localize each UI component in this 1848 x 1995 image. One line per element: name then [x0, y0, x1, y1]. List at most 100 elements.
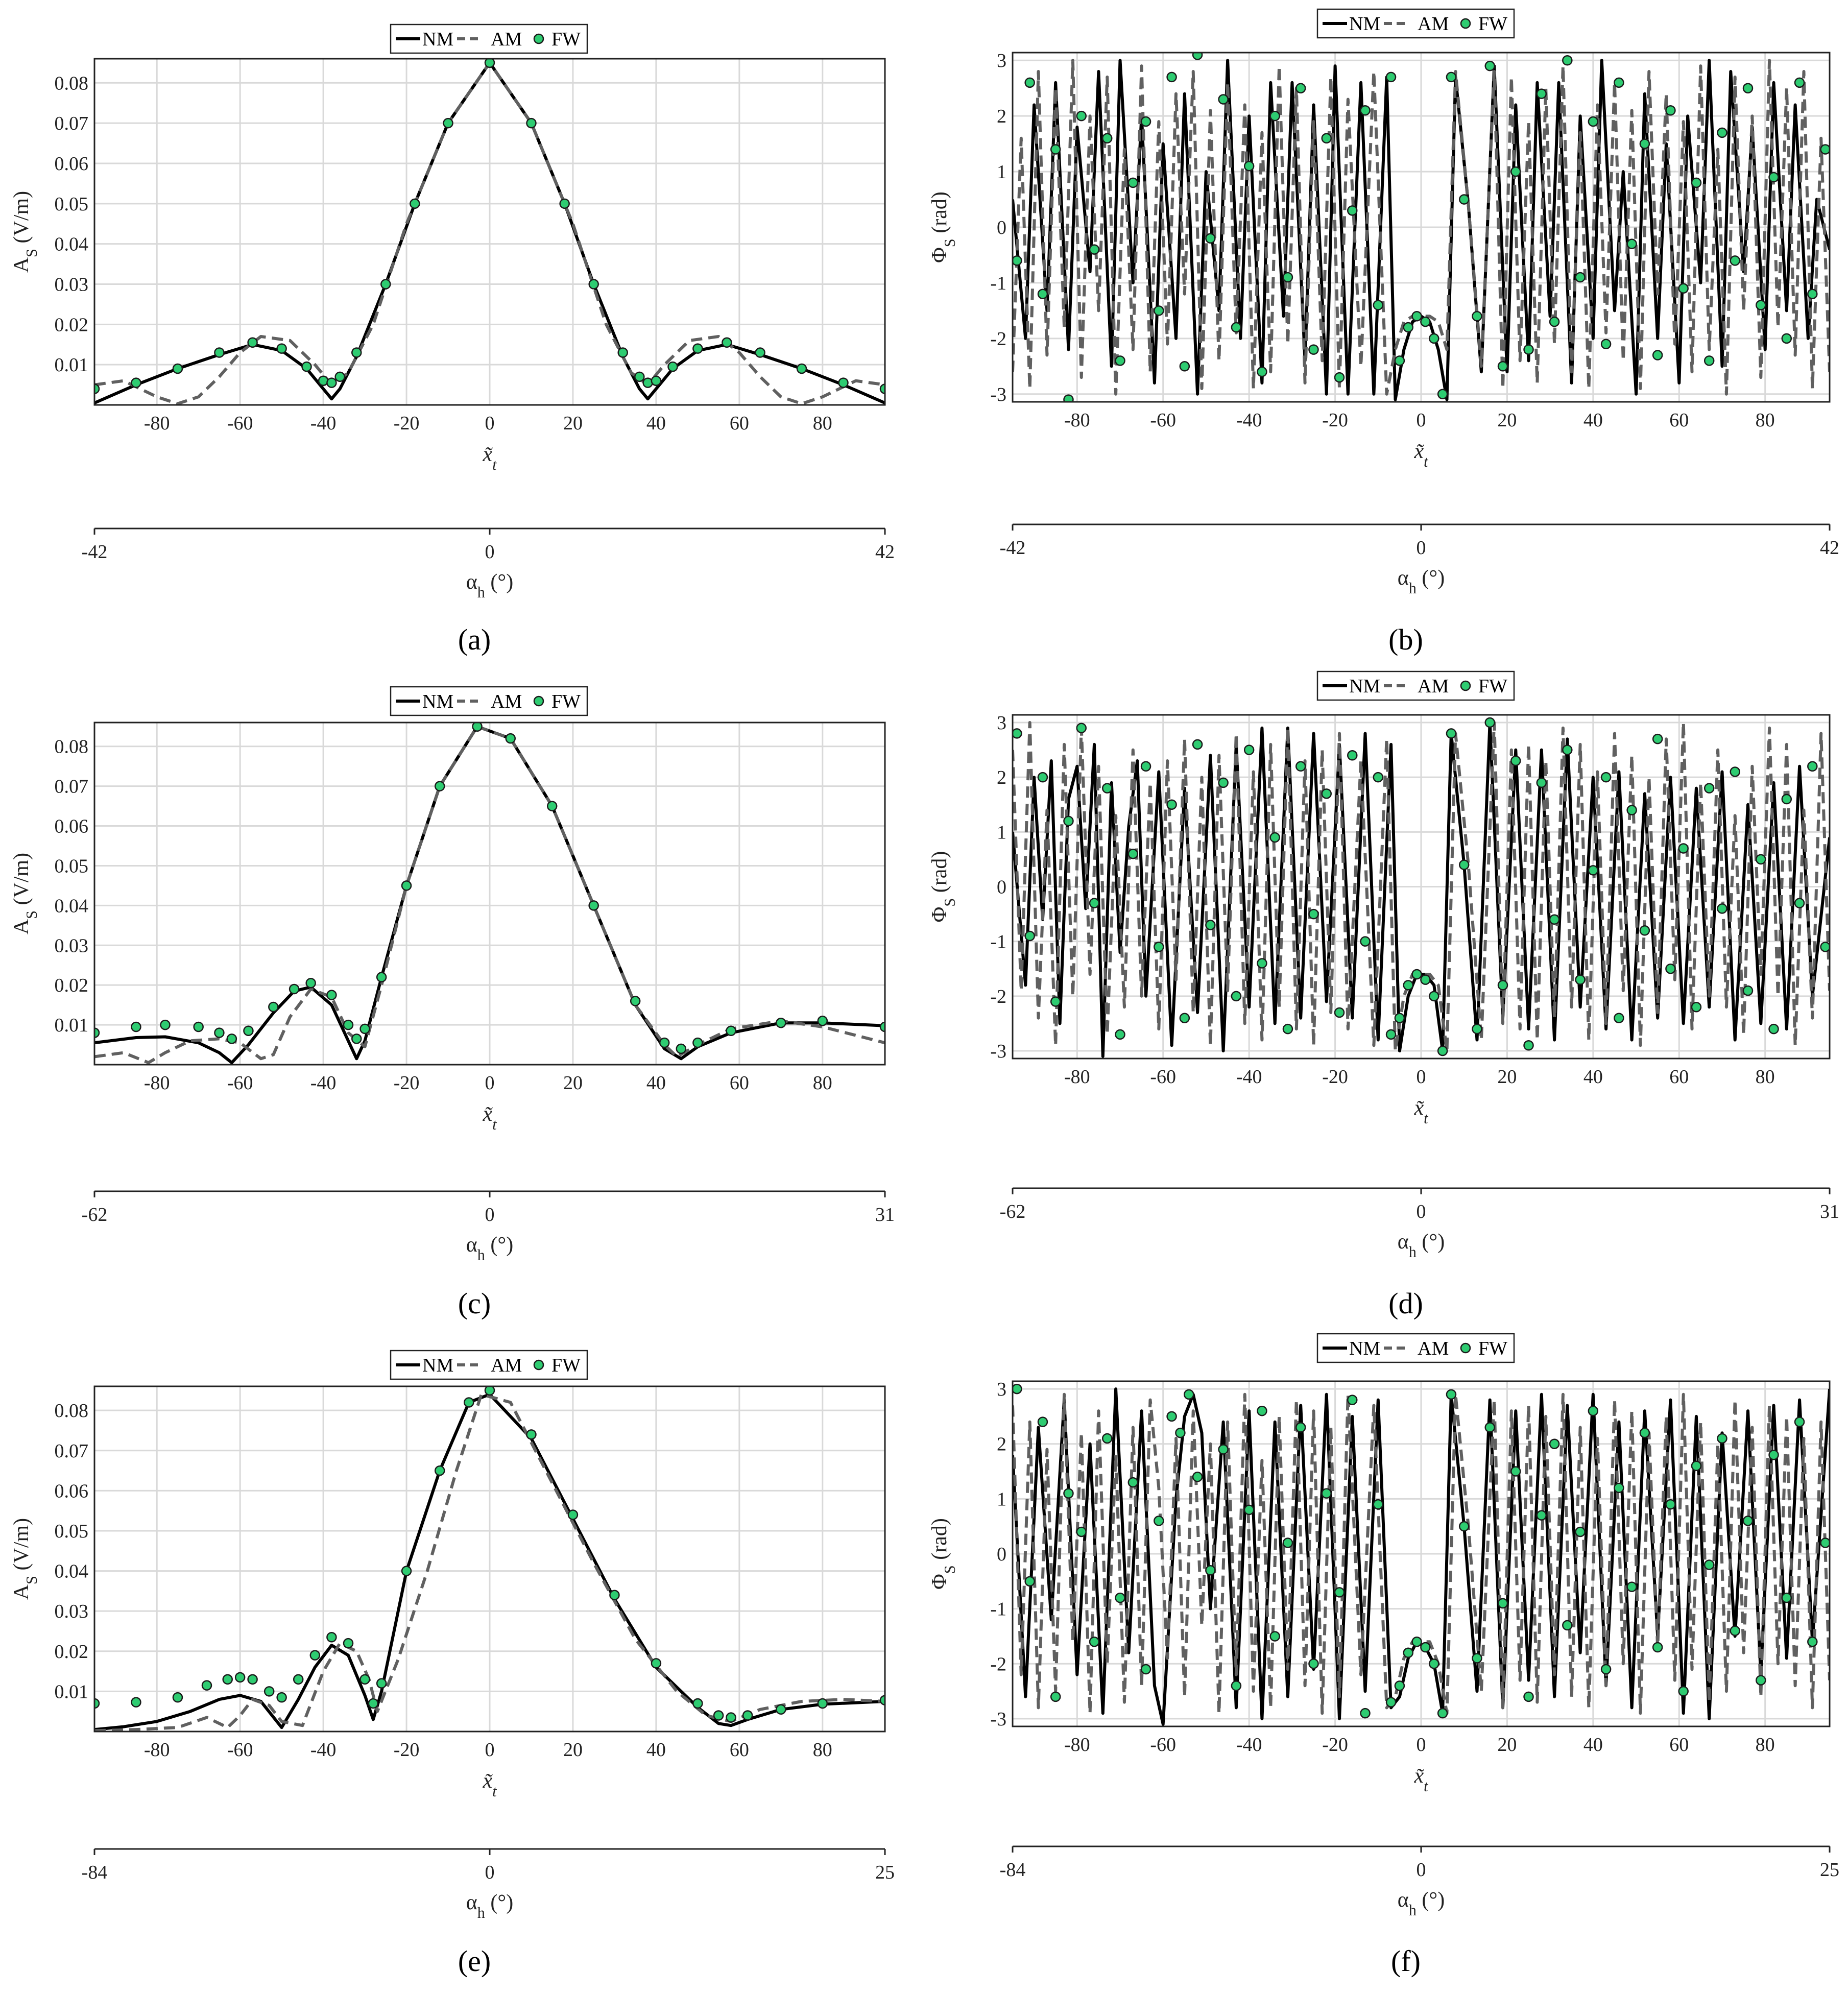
secondary-axis-tick-label: -42 — [1000, 537, 1026, 559]
legend-am-label: AM — [1418, 13, 1449, 35]
series-fw-point — [1192, 53, 1203, 60]
x-tick-label: -20 — [1322, 1734, 1348, 1756]
y-tick-label: 1 — [997, 1488, 1006, 1510]
series-fw-point — [1411, 1636, 1422, 1647]
series-fw-point — [776, 1017, 786, 1028]
y-tick-label: 0.05 — [55, 855, 89, 877]
series-fw-point — [1691, 177, 1702, 188]
x-tick-label: -60 — [227, 1072, 253, 1094]
series-fw-point — [1179, 361, 1190, 372]
series-fw-point — [1218, 777, 1229, 788]
y-tick-label: 3 — [997, 712, 1006, 734]
legend: NM AM FW — [1316, 670, 1515, 701]
secondary-axis-tick-label: 25 — [875, 1862, 895, 1883]
legend-nm-label: NM — [422, 1355, 453, 1376]
series-fw-point — [1472, 1653, 1482, 1664]
legend-am-label: AM — [491, 1355, 522, 1376]
series-fw-point — [376, 972, 387, 982]
legend-am-label: AM — [1418, 1338, 1449, 1359]
series-fw-point — [667, 361, 678, 372]
y-tick-label: 0.02 — [55, 314, 89, 335]
series-fw-point — [1794, 77, 1805, 88]
series-fw-point — [1691, 1460, 1702, 1472]
x-tick-label: 40 — [1583, 410, 1603, 431]
secondary-axis-label: αh (°) — [466, 570, 513, 601]
series-fw-point — [1334, 372, 1345, 383]
series-fw-point — [1037, 1416, 1048, 1427]
x-tick-label: 20 — [1497, 410, 1517, 431]
series-fw-point — [1347, 1395, 1358, 1405]
series-fw-point — [401, 1566, 412, 1576]
plot-frame — [1012, 714, 1831, 1060]
x-tick-label: 0 — [485, 1072, 495, 1094]
series-fw-point — [263, 1686, 275, 1697]
series-fw-point — [1179, 1013, 1190, 1023]
x-tick-label: -80 — [1064, 1734, 1090, 1756]
plot-frame — [93, 722, 886, 1066]
series-fw-point — [1717, 1433, 1727, 1444]
series-fw-point — [94, 1698, 100, 1709]
series-fw-point — [1050, 1691, 1061, 1702]
series-fw-point — [1013, 255, 1022, 266]
series-fw-point — [1652, 350, 1663, 360]
secondary-axis-tick-label: 0 — [1417, 1859, 1426, 1881]
legend: NM AM FW — [390, 1350, 588, 1380]
series-fw-point — [1282, 272, 1293, 283]
series-fw-point — [226, 1033, 237, 1044]
series-fw-point — [172, 1692, 183, 1703]
y-tick-label: 0 — [997, 1544, 1006, 1565]
x-axis-label: x̃t — [1413, 1096, 1428, 1127]
secondary-axis-label: αh (°) — [466, 1233, 513, 1264]
series-fw-point — [776, 1704, 786, 1715]
x-tick-label: -20 — [394, 1739, 420, 1761]
series-group — [94, 59, 885, 405]
series-fw-point — [1243, 744, 1255, 755]
series-fw-point — [1730, 766, 1740, 777]
series-fw-point — [1562, 1620, 1573, 1631]
series-fw-point — [172, 363, 183, 374]
series-fw-point — [588, 900, 599, 911]
y-tick-label: 0.08 — [55, 736, 89, 758]
x-tick-label: -20 — [394, 1072, 420, 1094]
series-fw-point — [1115, 1029, 1125, 1040]
series-fw-point — [1373, 772, 1384, 783]
y-tick-label: 0.02 — [55, 1641, 89, 1663]
series-fw-point — [1639, 1427, 1650, 1438]
series-fw-point — [1347, 750, 1358, 761]
series-fw-point — [131, 377, 141, 388]
x-tick-label: 0 — [1417, 410, 1426, 431]
series-fw-point — [1742, 1516, 1754, 1526]
series-fw-point — [1076, 110, 1087, 122]
series-fw-point — [343, 1019, 354, 1030]
series-fw-point — [651, 375, 662, 386]
series-fw-point — [1308, 908, 1319, 920]
series-fw-point — [1626, 238, 1637, 249]
secondary-axis-label: αh (°) — [1398, 566, 1445, 597]
series-fw-point — [1282, 1023, 1293, 1035]
x-tick-label: 60 — [730, 1072, 749, 1094]
series-fw-point — [1614, 1482, 1624, 1494]
series-fw-point — [326, 1632, 337, 1643]
series-fw-point — [1588, 865, 1599, 876]
series-fw-point — [1703, 1559, 1715, 1570]
series-fw-point — [1429, 333, 1439, 344]
x-axis-label: x̃t — [1413, 1764, 1428, 1795]
series-fw-point — [1781, 794, 1792, 805]
secondary-axis-tick-label: 0 — [485, 1204, 495, 1225]
series-fw-point — [1218, 94, 1229, 105]
series-fw-point — [1768, 172, 1779, 183]
series-fw-point — [1768, 1449, 1779, 1460]
series-group — [94, 723, 885, 1065]
legend: NM AM FW — [1316, 8, 1515, 39]
series-fw-point — [247, 337, 258, 348]
series-fw-point — [309, 1650, 321, 1661]
series-fw-point — [1154, 942, 1164, 952]
series-fw-point — [1037, 289, 1048, 299]
series-fw-point — [1820, 1537, 1830, 1548]
series-fw-point — [879, 1021, 885, 1032]
series-fw-point — [434, 781, 445, 791]
series-fw-point — [1360, 936, 1371, 947]
x-tick-label: -40 — [1236, 1066, 1262, 1088]
series-fw-point — [796, 363, 807, 374]
legend-fw-label: FW — [1478, 676, 1507, 697]
